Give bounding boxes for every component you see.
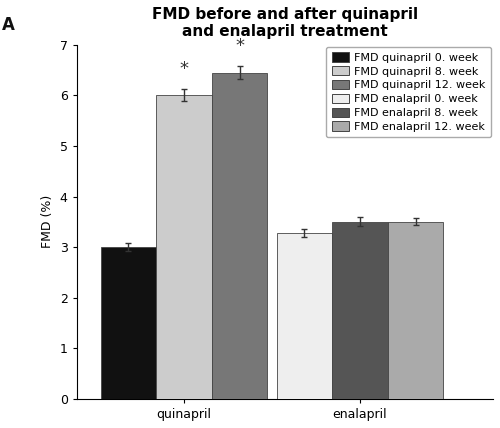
Bar — [276, 233, 332, 399]
Text: *: * — [236, 37, 244, 55]
Text: A: A — [2, 16, 15, 34]
Bar — [156, 95, 212, 399]
Text: *: * — [180, 60, 188, 78]
Bar — [100, 247, 156, 399]
Y-axis label: FMD (%): FMD (%) — [41, 195, 54, 249]
Bar — [212, 72, 268, 399]
Bar — [332, 222, 388, 399]
Legend: FMD quinapril 0. week, FMD quinapril 8. week, FMD quinapril 12. week, FMD enalap: FMD quinapril 0. week, FMD quinapril 8. … — [326, 47, 491, 137]
Title: FMD before and after quinapril
and enalapril treatment: FMD before and after quinapril and enala… — [152, 7, 418, 39]
Bar — [388, 222, 444, 399]
